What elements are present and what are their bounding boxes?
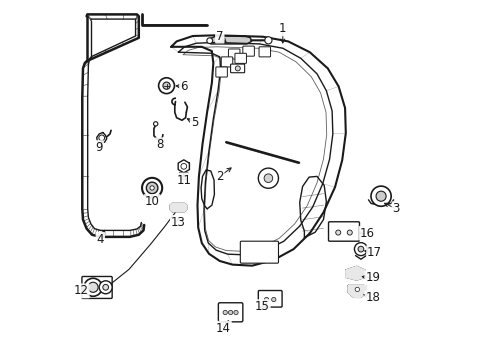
FancyBboxPatch shape <box>216 67 227 77</box>
Circle shape <box>228 310 233 315</box>
Circle shape <box>234 310 238 315</box>
Circle shape <box>271 297 276 302</box>
Text: 11: 11 <box>176 174 191 186</box>
FancyBboxPatch shape <box>219 303 243 322</box>
Text: 9: 9 <box>96 141 103 154</box>
FancyBboxPatch shape <box>259 47 270 57</box>
Text: 2: 2 <box>216 170 223 183</box>
FancyBboxPatch shape <box>243 46 254 56</box>
Text: 5: 5 <box>191 116 198 129</box>
Circle shape <box>150 186 154 190</box>
Text: 15: 15 <box>255 300 270 313</box>
Circle shape <box>147 182 158 194</box>
Circle shape <box>371 186 391 206</box>
Circle shape <box>336 230 341 235</box>
Circle shape <box>88 282 98 292</box>
FancyBboxPatch shape <box>228 49 240 59</box>
FancyBboxPatch shape <box>328 222 360 241</box>
Circle shape <box>99 135 104 141</box>
Circle shape <box>355 287 360 292</box>
Circle shape <box>163 82 170 89</box>
Text: 1: 1 <box>279 22 287 35</box>
Text: 4: 4 <box>97 233 104 246</box>
FancyBboxPatch shape <box>231 64 245 73</box>
Circle shape <box>153 122 158 126</box>
Text: 13: 13 <box>171 216 186 229</box>
FancyBboxPatch shape <box>221 57 233 67</box>
Polygon shape <box>171 35 346 266</box>
Circle shape <box>265 297 269 302</box>
Circle shape <box>347 230 352 235</box>
Polygon shape <box>170 203 187 212</box>
Circle shape <box>159 78 174 94</box>
Circle shape <box>142 178 162 198</box>
Circle shape <box>235 66 240 71</box>
Circle shape <box>99 281 112 294</box>
Circle shape <box>207 38 213 44</box>
Text: 7: 7 <box>216 30 223 42</box>
Text: 6: 6 <box>180 80 188 93</box>
Text: 16: 16 <box>360 227 375 240</box>
Text: 17: 17 <box>367 246 382 259</box>
Circle shape <box>84 278 102 296</box>
Polygon shape <box>346 266 365 280</box>
FancyBboxPatch shape <box>258 291 282 307</box>
Text: 19: 19 <box>366 271 380 284</box>
Circle shape <box>181 163 187 169</box>
Polygon shape <box>209 36 251 44</box>
Circle shape <box>258 168 278 188</box>
Circle shape <box>358 246 364 252</box>
Text: 8: 8 <box>156 138 163 151</box>
Circle shape <box>376 191 386 201</box>
Circle shape <box>223 310 227 315</box>
Circle shape <box>103 284 109 290</box>
Circle shape <box>265 37 272 44</box>
Polygon shape <box>348 285 367 297</box>
FancyBboxPatch shape <box>235 53 246 63</box>
Text: 12: 12 <box>74 284 89 297</box>
FancyBboxPatch shape <box>240 241 278 263</box>
Text: 18: 18 <box>366 291 380 304</box>
Text: 3: 3 <box>392 202 400 215</box>
Text: 10: 10 <box>145 195 160 208</box>
Circle shape <box>354 243 368 256</box>
Text: 14: 14 <box>216 322 231 335</box>
Circle shape <box>264 174 273 183</box>
